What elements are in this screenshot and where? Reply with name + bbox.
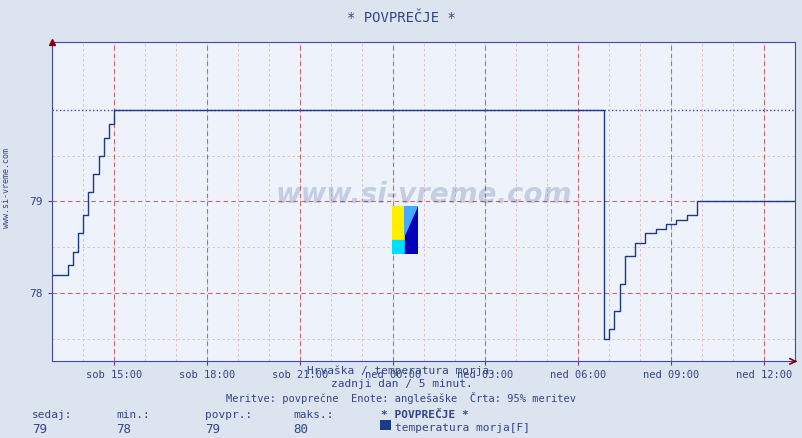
Text: min.:: min.: (116, 410, 150, 420)
Text: zadnji dan / 5 minut.: zadnji dan / 5 minut. (330, 379, 472, 389)
Bar (391, 240, 404, 254)
Text: www.si-vreme.com: www.si-vreme.com (275, 181, 571, 209)
Text: temperatura morja[F]: temperatura morja[F] (395, 423, 529, 433)
Text: www.si-vreme.com: www.si-vreme.com (2, 148, 11, 228)
Text: Hrvaška / temperatura morja.: Hrvaška / temperatura morja. (306, 366, 496, 376)
Text: 79: 79 (32, 423, 47, 436)
Text: maks.:: maks.: (293, 410, 333, 420)
Bar (404, 206, 417, 254)
Text: * POVPREČJE *: * POVPREČJE * (381, 410, 468, 420)
Text: 79: 79 (205, 423, 220, 436)
Text: * POVPREČJE *: * POVPREČJE * (346, 11, 456, 25)
Text: povpr.:: povpr.: (205, 410, 252, 420)
Bar (391, 206, 404, 240)
Text: sedaj:: sedaj: (32, 410, 72, 420)
Text: 80: 80 (293, 423, 308, 436)
Text: Meritve: povprečne  Enote: anglešaške  Črta: 95% meritev: Meritve: povprečne Enote: anglešaške Črt… (226, 392, 576, 404)
Polygon shape (404, 206, 417, 235)
Text: 78: 78 (116, 423, 132, 436)
